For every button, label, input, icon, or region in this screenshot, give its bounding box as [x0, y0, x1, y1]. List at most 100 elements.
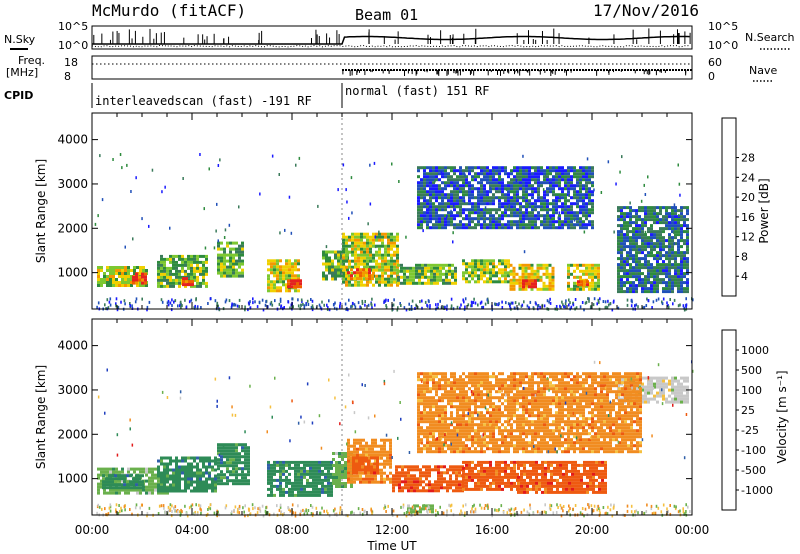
heatmap-cell — [375, 274, 378, 278]
heatmap-cell — [659, 230, 662, 234]
heatmap-cell — [175, 275, 178, 279]
heatmap-cell — [683, 281, 686, 285]
heatmap-cell — [576, 214, 579, 218]
heatmap-cell — [312, 475, 315, 479]
heatmap-cell — [362, 480, 365, 484]
heatmap-cell — [632, 215, 635, 219]
heatmap-cell — [623, 275, 626, 279]
heatmap-cell — [662, 236, 665, 240]
heatmap-cell — [109, 269, 112, 272]
heatmap-cell — [680, 215, 683, 219]
scatter-cell — [679, 193, 681, 197]
heatmap-cell — [416, 468, 419, 472]
heatmap-cell — [187, 254, 190, 258]
noise-cell — [292, 305, 294, 309]
heatmap-cell — [498, 178, 501, 182]
heatmap-cell — [365, 474, 368, 478]
heatmap-cell — [361, 462, 364, 466]
heatmap-cell — [172, 272, 175, 276]
heatmap-cell — [368, 453, 371, 457]
heatmap-cell — [360, 232, 363, 236]
heatmap-cell — [435, 184, 438, 188]
heatmap-cell — [537, 217, 540, 221]
heatmap-cell — [285, 259, 288, 263]
noise-cell — [456, 305, 459, 309]
heatmap-cell — [555, 205, 558, 209]
heatmap-cell — [516, 178, 519, 182]
heatmap-cell — [656, 290, 659, 294]
heatmap-cell — [539, 266, 543, 270]
heatmap-cell — [489, 202, 492, 206]
heatmap-cell — [454, 281, 457, 285]
scatter-cell — [523, 250, 526, 254]
heatmap-cell — [518, 263, 522, 267]
heatmap-cell — [668, 242, 671, 246]
heatmap-cell — [510, 205, 513, 209]
heatmap-cell — [449, 465, 452, 469]
heatmap-cell — [644, 242, 647, 246]
noise-cell — [359, 305, 361, 309]
heatmap-cell — [525, 169, 528, 173]
heatmap-cell — [540, 205, 543, 209]
freq-panel-frame — [91, 55, 693, 80]
heatmap-cell — [680, 236, 683, 240]
heatmap-cell — [546, 166, 549, 170]
heatmap-cell — [145, 491, 148, 495]
heatmap-cell — [650, 254, 653, 258]
heatmap-cell — [540, 181, 543, 185]
heatmap-cell — [235, 259, 238, 263]
heatmap-cell — [507, 187, 510, 191]
heatmap-cell — [552, 190, 555, 194]
heatmap-cell — [686, 269, 689, 273]
heatmap-cell — [363, 283, 366, 287]
heatmap-cell — [199, 272, 202, 276]
heatmap-cell — [175, 266, 178, 270]
heatmap-cell — [190, 260, 193, 264]
heatmap-cell — [244, 464, 247, 468]
heatmap-cell — [211, 465, 214, 469]
heatmap-cell — [208, 474, 211, 478]
heatmap-cell — [365, 447, 368, 451]
heatmap-cell — [421, 266, 424, 270]
heatmap-cell — [430, 275, 433, 279]
heatmap-cell — [647, 287, 650, 291]
heatmap-cell — [273, 259, 276, 263]
heatmap-cell — [175, 465, 178, 469]
noise-cell — [631, 300, 633, 304]
noise-cell — [391, 308, 393, 312]
heatmap-cell — [594, 284, 597, 288]
heatmap-cell — [426, 205, 429, 209]
heatmap-cell — [360, 283, 363, 287]
heatmap-cell — [650, 215, 653, 219]
heatmap-cell — [656, 239, 659, 243]
heatmap-cell — [555, 169, 558, 173]
heatmap-cell — [546, 187, 549, 191]
heatmap-cell — [480, 172, 483, 176]
heatmap-cell — [400, 269, 403, 273]
heatmap-cell — [335, 461, 338, 464]
heatmap-cell — [441, 223, 444, 227]
heatmap-cell — [135, 275, 138, 279]
heatmap-cell — [471, 169, 474, 173]
heatmap-cell — [671, 248, 674, 252]
heatmap-cell — [247, 470, 250, 474]
heatmap-cell — [450, 181, 453, 185]
heatmap-cell — [387, 241, 390, 245]
heatmap-cell — [172, 284, 175, 288]
heatmap-cell — [474, 166, 477, 170]
heatmap-cell — [366, 244, 369, 248]
heatmap-cell — [683, 218, 686, 222]
heatmap-cell — [551, 287, 555, 291]
noise-cell — [247, 308, 249, 312]
heatmap-cell — [510, 214, 513, 218]
heatmap-cell — [169, 254, 172, 258]
noise-cell — [548, 300, 550, 304]
heatmap-cell — [358, 465, 361, 469]
heatmap-cell — [220, 458, 223, 462]
heatmap-cell — [196, 474, 199, 478]
heatmap-cell — [166, 477, 169, 481]
heatmap-cell — [570, 181, 573, 185]
heatmap-cell — [462, 262, 465, 266]
heatmap-cell — [384, 283, 387, 287]
heatmap-cell — [432, 226, 435, 230]
